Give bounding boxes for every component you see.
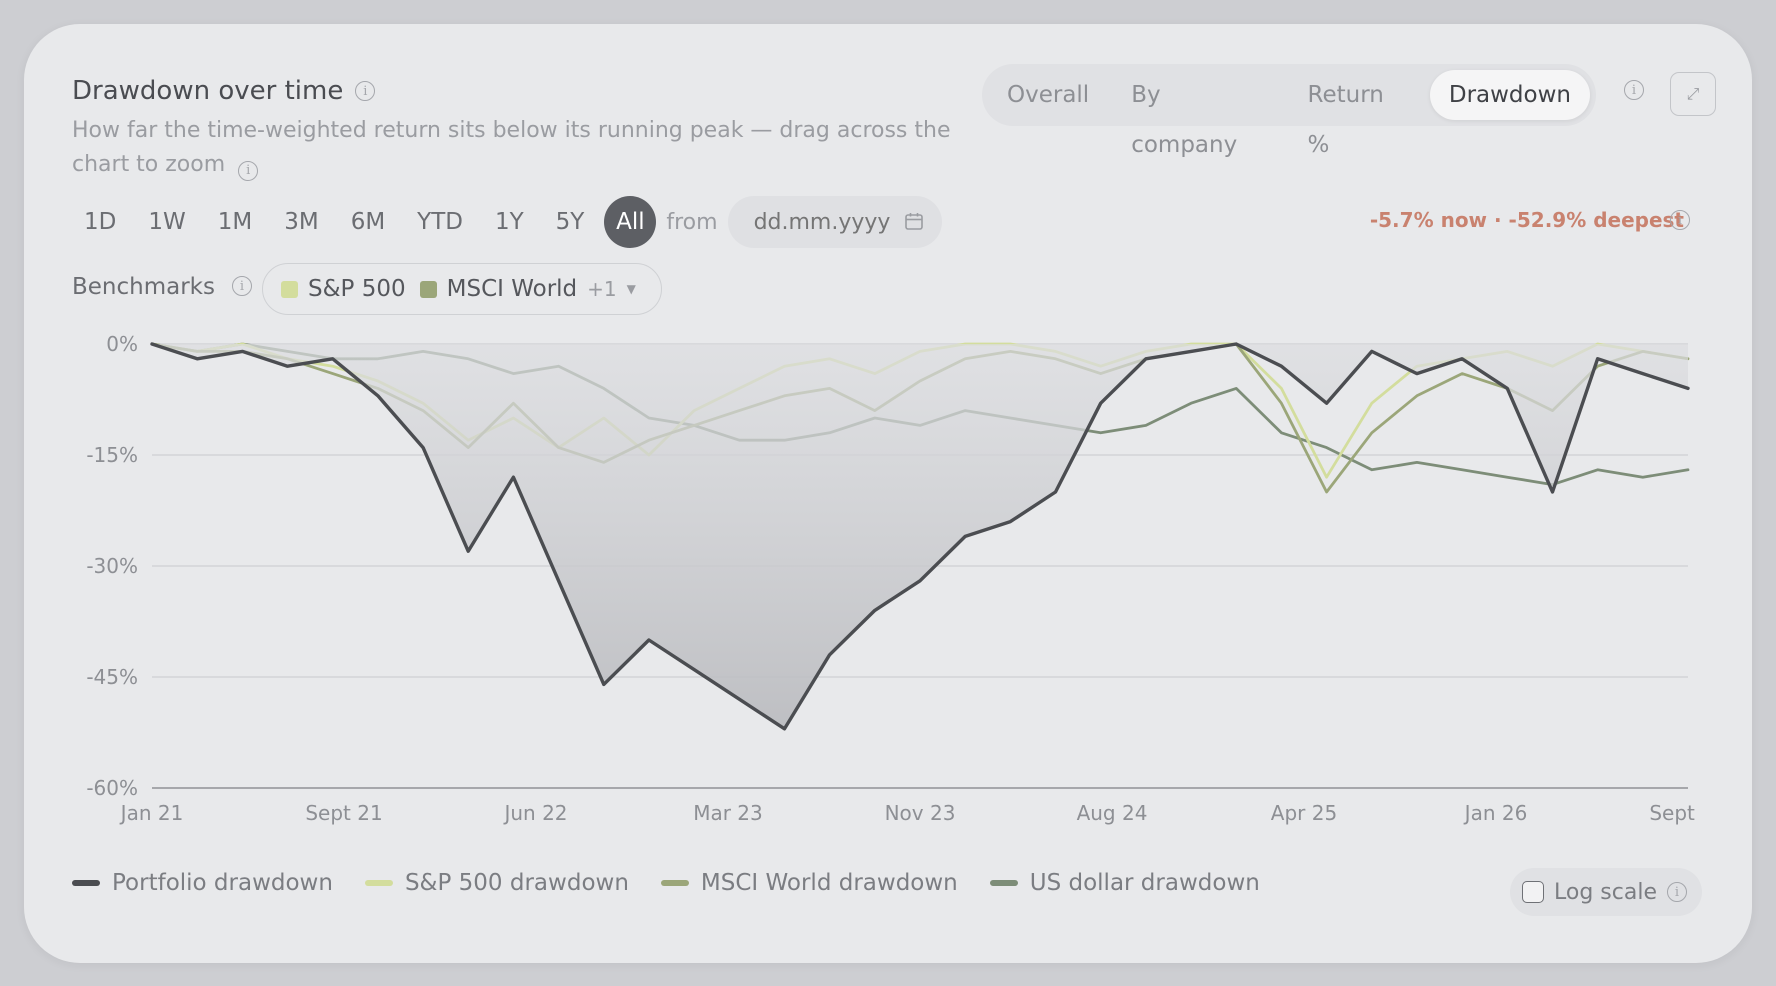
x-tick-label: Nov 23 [885, 801, 956, 825]
benchmarks-label: Benchmarks [72, 274, 215, 300]
range-selector: 1D 1W 1M 3M 6M YTD 1Y 5Y All from [72, 196, 942, 248]
legend-msci-label: MSCI World drawdown [700, 870, 958, 896]
chart-header: Drawdown over time i [72, 76, 376, 106]
log-scale-label: Log scale [1554, 879, 1657, 905]
benchmarks-info-icon[interactable]: i [232, 276, 252, 296]
range-1m[interactable]: 1M [217, 209, 253, 235]
chart-legend: Portfolio drawdown S&P 500 drawdown MSCI… [72, 870, 1260, 896]
range-5y[interactable]: 5Y [555, 209, 585, 235]
legend-portfolio[interactable]: Portfolio drawdown [72, 870, 333, 896]
y-tick-label: -30% [86, 554, 138, 578]
x-tick-label: Jan 26 [1463, 801, 1528, 825]
range-ytd[interactable]: YTD [417, 209, 463, 235]
legend-msci-swatch [660, 880, 689, 886]
log-scale-toggle[interactable]: Log scale i [1510, 868, 1702, 916]
drawdown-info-icon[interactable]: i [1670, 210, 1690, 230]
msci-swatch [419, 280, 437, 298]
range-1y[interactable]: 1Y [494, 209, 524, 235]
benchmark-msci: MSCI World [446, 276, 578, 302]
benchmark-sp500: S&P 500 [308, 276, 406, 302]
log-scale-info-icon[interactable]: i [1666, 882, 1687, 902]
chart-subtitle-text: How far the time-weighted return sits be… [72, 118, 951, 177]
chevron-down-icon: ▼ [626, 282, 636, 296]
range-3m[interactable]: 3M [284, 209, 319, 235]
log-scale-checkbox[interactable] [1522, 881, 1544, 903]
date-field-wrap [727, 196, 942, 248]
portfolio-drawdown-area [152, 344, 1688, 729]
legend-sp500[interactable]: S&P 500 drawdown [364, 870, 629, 896]
view-overall[interactable]: Overall [1007, 82, 1090, 108]
range-1d[interactable]: 1D [84, 209, 117, 235]
x-tick-label: Apr 25 [1271, 801, 1337, 825]
legend-portfolio-label: Portfolio drawdown [112, 870, 333, 896]
x-tick-label: Aug 24 [1077, 801, 1148, 825]
range-1w[interactable]: 1W [148, 209, 186, 235]
x-tick-label: Jan 21 [119, 801, 184, 825]
drawdown-summary: -5.7% now · -52.9% deepest [1369, 208, 1684, 232]
range-all[interactable]: All [604, 196, 657, 248]
drawdown-chart[interactable]: 0% -15% -30% -45% -60%Jan 21 Sept 21 Jun 22 Mar… [60, 324, 1700, 834]
range-6m[interactable]: 6M [350, 209, 386, 235]
legend-usd-swatch [989, 880, 1018, 886]
subtitle-info-icon[interactable]: i [238, 161, 259, 181]
legend-usd-label: US dollar drawdown [1029, 870, 1260, 896]
title-info-icon[interactable]: i [355, 81, 376, 101]
view-drawdown[interactable]: Drawdown [1429, 70, 1590, 120]
legend-sp500-swatch [364, 880, 393, 886]
chart-subtitle: How far the time-weighted return sits be… [72, 114, 952, 182]
x-tick-label: Jun 22 [502, 801, 567, 825]
benchmark-more-count: +1 [587, 277, 617, 301]
expand-button[interactable]: ⤢ [1670, 72, 1716, 116]
legend-portfolio-swatch [72, 880, 100, 886]
expand-icon: ⤢ [1686, 84, 1700, 103]
chart-title: Drawdown over time [72, 76, 344, 106]
x-tick-label: Mar 23 [693, 801, 763, 825]
benchmarks-dropdown[interactable]: S&P 500 MSCI World +1 ▼ [262, 263, 662, 315]
legend-msci[interactable]: MSCI World drawdown [660, 870, 958, 896]
from-label: from [666, 209, 718, 235]
legend-sp500-label: S&P 500 drawdown [404, 870, 629, 896]
y-tick-label: -15% [86, 443, 138, 467]
y-tick-label: -45% [86, 665, 138, 689]
calendar-icon[interactable] [904, 211, 924, 231]
view-by-company[interactable]: By company [1131, 82, 1238, 158]
view-switcher: Overall By company Return % Drawdown [982, 64, 1596, 158]
y-tick-label: 0% [106, 332, 138, 356]
x-tick-label: Sept 26 [1649, 801, 1700, 825]
legend-usd[interactable]: US dollar drawdown [989, 870, 1260, 896]
y-tick-label: -60% [86, 776, 138, 800]
view-return-pct[interactable]: Return % [1307, 82, 1384, 158]
series-line-portfolio-drawdown [150, 342, 1690, 731]
sp500-swatch [281, 280, 298, 298]
x-tick-label: Sept 21 [305, 801, 382, 825]
view-info-icon[interactable]: i [1624, 80, 1644, 100]
